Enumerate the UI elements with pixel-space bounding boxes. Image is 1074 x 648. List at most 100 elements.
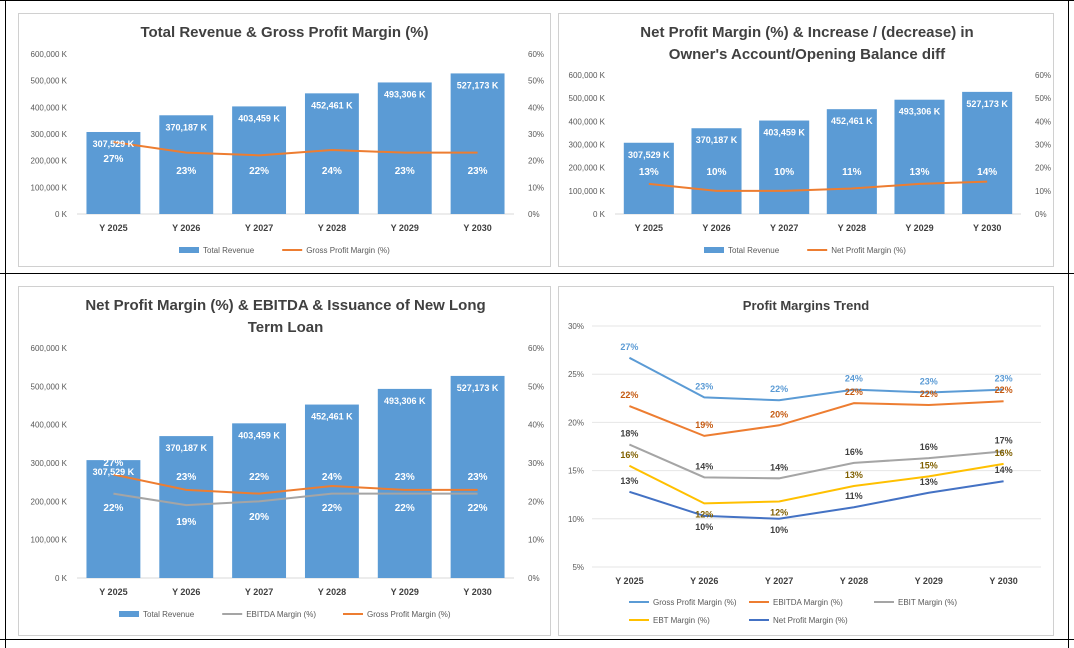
y-left-tick-label: 600,000 K	[569, 71, 606, 80]
line-value-label: 23%	[395, 166, 415, 177]
trend-value-label: 14%	[695, 461, 713, 471]
y-left-tick-label: 0 K	[593, 210, 606, 219]
trend-value-label: 10%	[770, 525, 788, 535]
revenue-bar	[826, 109, 877, 214]
trend-value-label: 13%	[845, 470, 863, 480]
sheet-gridline-v-right	[1068, 0, 1069, 648]
y-left-tick-label: 100,000 K	[569, 187, 606, 196]
trend-value-label: 16%	[620, 450, 638, 460]
chart-plot-area: 0 K 100,000 K 200,000 K 300,000 K 400,000 K 5…	[31, 50, 545, 255]
bar-value-label: 493,306 K	[899, 107, 941, 117]
sheet-gridline-h-mid	[0, 273, 1074, 274]
legend-label: EBITDA Margin (%)	[773, 598, 843, 607]
line-value-label: 19%	[176, 517, 196, 528]
legend-label: Total Revenue	[728, 246, 780, 255]
y-left-tick-label: 500,000 K	[31, 77, 68, 86]
y-left-tick-label: 0 K	[55, 574, 68, 583]
trend-value-label: 16%	[995, 448, 1013, 458]
line-value-label: 20%	[249, 512, 269, 523]
y-right-tick-label: 10%	[528, 183, 544, 192]
x-tick-label: Y 2029	[905, 223, 933, 233]
trend-value-label: 18%	[620, 429, 638, 439]
bar-value-label: 493,306 K	[384, 89, 426, 99]
legend-label: Gross Profit Margin (%)	[653, 598, 737, 607]
y-left-tick-label: 200,000 K	[31, 157, 68, 166]
trend-value-label: 22%	[920, 389, 938, 399]
legend-swatch	[119, 611, 139, 617]
revenue-bar	[623, 142, 674, 214]
trend-series-line	[629, 443, 1004, 480]
chart-profit-margins-trend[interactable]: Profit Margins Trend 5% 10% 15% 20% 25% 30% Y …	[558, 286, 1054, 636]
y-right-tick-label: 10%	[1035, 187, 1051, 196]
legend-label: Total Revenue	[143, 610, 195, 619]
series-line	[648, 180, 988, 192]
trend-value-label: 16%	[845, 447, 863, 457]
legend-label: Net Profit Margin (%)	[831, 246, 906, 255]
legend-label: EBIT Margin (%)	[898, 598, 957, 607]
bar-value-label: 452,461 K	[831, 116, 873, 126]
trend-series-line	[628, 356, 1004, 402]
x-tick-label: Y 2029	[391, 587, 419, 597]
x-tick-label: Y 2029	[915, 576, 943, 586]
trend-value-label: 24%	[845, 374, 863, 384]
y-tick-label: 10%	[568, 515, 584, 524]
line-value-label: 23%	[395, 472, 415, 483]
y-right-tick-label: 50%	[528, 382, 544, 391]
x-tick-label: Y 2028	[318, 587, 346, 597]
line-value-label: 23%	[176, 166, 196, 177]
y-left-tick-label: 0 K	[55, 210, 68, 219]
legend-label: EBT Margin (%)	[653, 616, 710, 625]
x-tick-label: Y 2026	[172, 587, 200, 597]
trend-value-label: 13%	[920, 477, 938, 487]
bar-value-label: 527,173 K	[966, 99, 1008, 109]
y-right-tick-label: 50%	[528, 77, 544, 86]
trend-value-label: 23%	[995, 374, 1013, 384]
revenue-bar	[86, 460, 141, 578]
trend-value-label: 23%	[695, 381, 713, 391]
y-tick-label: 30%	[568, 322, 584, 331]
chart-revenue-net-margin[interactable]: Net Profit Margin (%) & Increase / (decr…	[558, 13, 1054, 267]
bar-value-label: 370,187 K	[165, 122, 207, 132]
chart-title: Total Revenue & Gross Profit Margin (%)	[140, 24, 429, 41]
y-left-tick-label: 400,000 K	[31, 421, 68, 430]
revenue-bar	[304, 404, 359, 578]
y-right-tick-label: 0%	[1035, 210, 1047, 219]
x-tick-label: Y 2025	[615, 576, 643, 586]
trend-value-label: 15%	[920, 460, 938, 470]
chart-plot-area: 5% 10% 15% 20% 25% 30% Y 2025 Y 2026 Y 2027 Y 202…	[568, 322, 1041, 625]
line-value-label: 27%	[103, 154, 123, 165]
y-right-tick-label: 20%	[528, 497, 544, 506]
y-left-tick-label: 100,000 K	[31, 183, 68, 192]
x-tick-label: Y 2028	[318, 223, 346, 233]
x-tick-label: Y 2030	[989, 576, 1017, 586]
y-right-tick-label: 20%	[1035, 164, 1051, 173]
bar-value-label: 307,529 K	[93, 139, 135, 149]
revenue-bar	[159, 115, 214, 214]
bar-value-label: 403,459 K	[238, 113, 280, 123]
line-value-label: 22%	[249, 166, 269, 177]
legend-swatch	[179, 247, 199, 253]
y-right-tick-label: 60%	[1035, 71, 1051, 80]
y-left-tick-label: 100,000 K	[31, 536, 68, 545]
y-right-tick-label: 0%	[528, 210, 540, 219]
bar-value-label: 403,459 K	[763, 128, 805, 138]
legend-label: EBITDA Margin (%)	[246, 610, 316, 619]
sheet-gridline-v-left	[5, 0, 6, 648]
trend-series-line	[629, 400, 1004, 437]
chart-revenue-gross-margin[interactable]: Total Revenue & Gross Profit Margin (%) …	[18, 13, 551, 267]
y-left-tick-label: 300,000 K	[31, 459, 68, 468]
y-right-tick-label: 30%	[528, 459, 544, 468]
line-value-label: 24%	[322, 166, 342, 177]
trend-value-label: 23%	[920, 377, 938, 387]
revenue-bar	[450, 73, 505, 214]
chart-revenue-ebitda-gross[interactable]: Net Profit Margin (%) & EBITDA & Issuanc…	[18, 286, 551, 636]
y-right-tick-label: 30%	[1035, 141, 1051, 150]
legend-swatch	[704, 247, 724, 253]
x-tick-label: Y 2027	[245, 223, 273, 233]
x-tick-label: Y 2025	[99, 587, 127, 597]
x-tick-label: Y 2025	[99, 223, 127, 233]
y-tick-label: 5%	[572, 563, 584, 572]
x-tick-label: Y 2027	[765, 576, 793, 586]
bar-value-label: 493,306 K	[384, 396, 426, 406]
trend-value-label: 19%	[695, 420, 713, 430]
